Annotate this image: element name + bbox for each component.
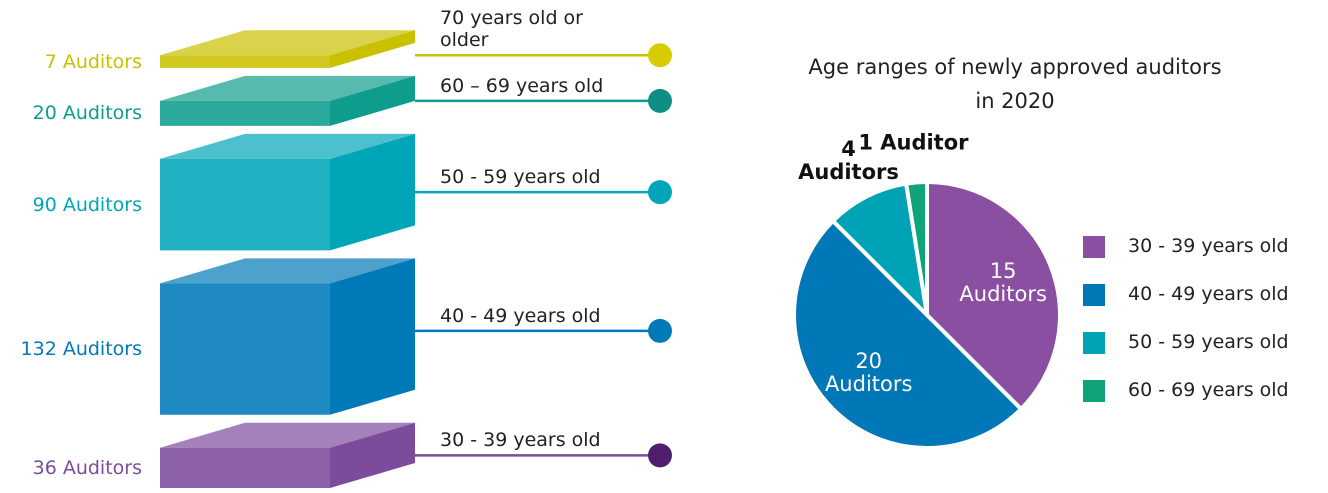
block-side bbox=[330, 30, 415, 68]
block bbox=[160, 422, 415, 488]
leader-dot bbox=[648, 43, 672, 68]
block-side bbox=[330, 133, 415, 251]
category-label: 30 - 39 years old bbox=[440, 429, 601, 452]
block-top bbox=[160, 133, 415, 159]
block bbox=[160, 30, 415, 68]
pie-slice bbox=[903, 179, 929, 316]
value-label: 36 Auditors bbox=[32, 456, 142, 479]
block-front bbox=[160, 100, 330, 126]
pie-slice bbox=[925, 179, 1063, 412]
legend-label: 50 - 59 years old bbox=[1128, 331, 1289, 353]
block-front bbox=[160, 447, 330, 488]
block-top bbox=[160, 422, 415, 448]
value-label: 7 Auditors bbox=[44, 50, 142, 73]
legend-label: 40 - 49 years old bbox=[1128, 283, 1289, 305]
legend-swatch bbox=[1083, 236, 1105, 258]
slice-label: 20 Auditors bbox=[824, 349, 913, 397]
value-label: 20 Auditors bbox=[32, 102, 142, 125]
legend-swatch bbox=[1083, 380, 1105, 402]
block-top bbox=[160, 75, 415, 101]
slice-label: 1 Auditor bbox=[858, 130, 969, 155]
legend-label: 60 - 69 years old bbox=[1128, 379, 1289, 401]
leader-dot bbox=[648, 180, 672, 205]
block bbox=[160, 75, 415, 126]
slice-label: 4 Auditors bbox=[798, 136, 899, 184]
category-label: 50 - 59 years old bbox=[440, 166, 601, 189]
legend-label: 30 - 39 years old bbox=[1128, 235, 1289, 257]
pie-title: Age ranges of newly approved auditors in… bbox=[808, 55, 1222, 113]
block bbox=[160, 258, 415, 415]
value-label: 132 Auditors bbox=[20, 338, 142, 361]
block-side bbox=[330, 75, 415, 126]
block-side bbox=[330, 258, 415, 415]
leader-dot bbox=[648, 443, 672, 468]
block-top bbox=[160, 258, 415, 284]
pie-slice bbox=[792, 218, 1024, 451]
category-label: 60 – 69 years old bbox=[440, 74, 604, 97]
slice-label: 15 Auditors bbox=[959, 259, 1047, 307]
leader-dot bbox=[648, 318, 672, 343]
block-front bbox=[160, 283, 330, 415]
block bbox=[160, 133, 415, 251]
category-label: 40 - 49 years old bbox=[440, 304, 601, 327]
leader-dot bbox=[648, 88, 672, 113]
legend-swatch bbox=[1083, 332, 1105, 354]
category-label: 70 years old or older bbox=[440, 7, 583, 52]
block-front bbox=[160, 158, 330, 251]
value-label: 90 Auditors bbox=[32, 193, 142, 216]
block-front bbox=[160, 55, 330, 68]
legend-swatch bbox=[1083, 284, 1105, 306]
block-top bbox=[160, 30, 415, 56]
block-side bbox=[330, 422, 415, 488]
